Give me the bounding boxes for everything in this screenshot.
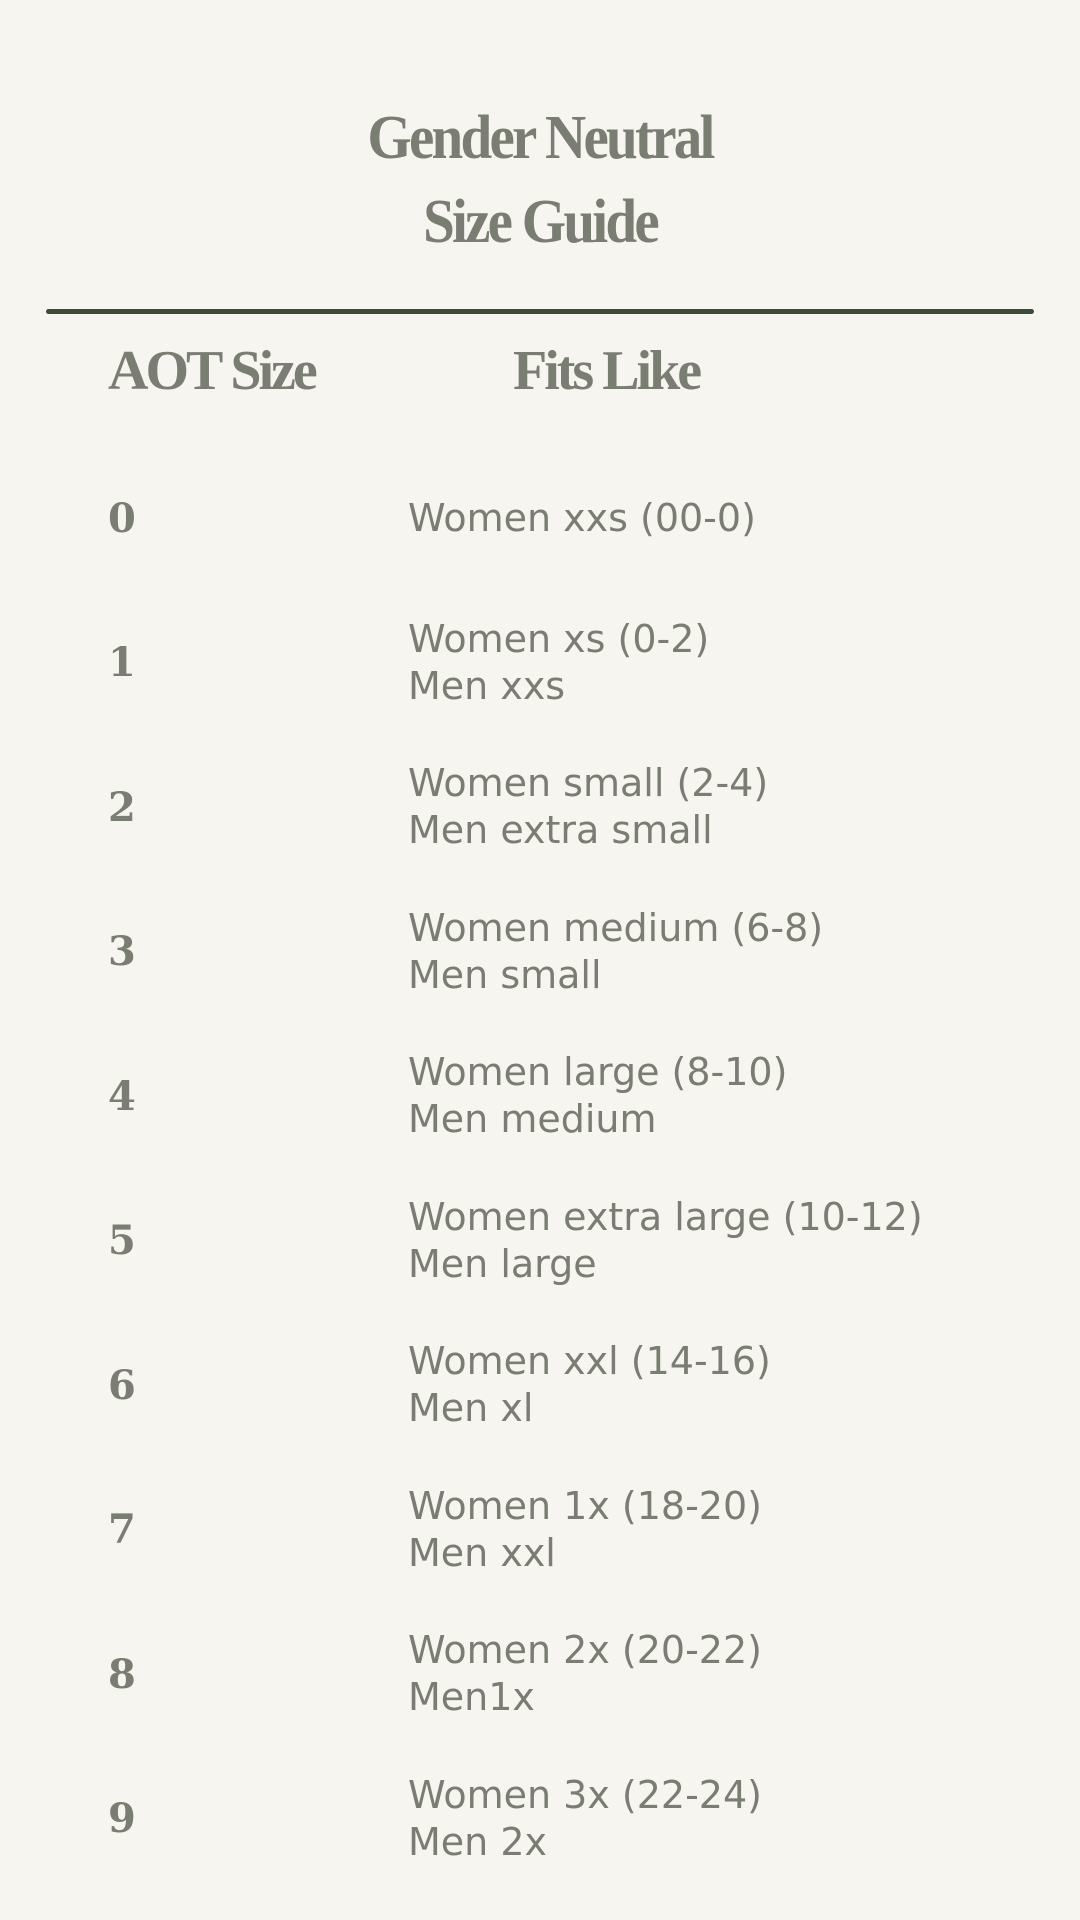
fits-like-line: Women xxl (14-16) <box>408 1339 771 1383</box>
table-row: 3 Women medium (6-8) Men small <box>0 892 1080 1012</box>
fits-like-value: Women medium (6-8) Men small <box>408 905 823 999</box>
aot-size-value: 1 <box>108 639 136 686</box>
fits-like-value: Women small (2-4) Men extra small <box>408 760 768 854</box>
fits-like-value: Women extra large (10-12) Men large <box>408 1194 923 1288</box>
fits-like-value: Women xxs (00-0) <box>408 495 756 542</box>
header-aot-size: AOT Size <box>108 340 318 402</box>
fits-like-line: Men xl <box>408 1386 534 1430</box>
title-line-2: Size Guide <box>423 188 660 256</box>
table-row: 5 Women extra large (10-12) Men large <box>0 1181 1080 1301</box>
title-line-1: Gender Neutral <box>367 104 715 172</box>
table-row: 9 Women 3x (22-24) Men 2x <box>0 1759 1080 1879</box>
table-row: 6 Women xxl (14-16) Men xl <box>0 1325 1080 1445</box>
fits-like-line: Men large <box>408 1241 597 1286</box>
divider <box>46 309 1034 314</box>
aot-size-value: 5 <box>108 1217 136 1264</box>
fits-like-line: Women 2x (20-22) <box>408 1628 762 1672</box>
aot-size-value: 0 <box>108 494 136 542</box>
header-fits-like: Fits Like <box>513 340 702 402</box>
table-row: 8 Women 2x (20-22) Men1x <box>0 1614 1080 1734</box>
aot-size-value: 9 <box>108 1795 136 1842</box>
fits-like-value: Women large (8-10) Men medium <box>408 1049 787 1143</box>
fits-like-line: Men medium <box>408 1097 657 1141</box>
fits-like-value: Women xxl (14-16) Men xl <box>408 1338 771 1432</box>
table-row: 2 Women small (2-4) Men extra small <box>0 747 1080 867</box>
fits-like-line: Men1x <box>408 1675 535 1719</box>
fits-like-line: Men extra small <box>408 808 713 852</box>
fits-like-line: Women xxs (00-0) <box>408 495 756 540</box>
aot-size-value: 3 <box>108 928 136 975</box>
fits-like-line: Women 3x (22-24) <box>408 1772 762 1817</box>
fits-like-line: Women medium (6-8) <box>408 905 824 950</box>
fits-like-line: Men 2x <box>408 1819 547 1864</box>
fits-like-line: Men small <box>408 952 602 997</box>
fits-like-line: Women extra large (10-12) <box>408 1194 923 1239</box>
aot-size-value: 8 <box>108 1650 136 1698</box>
aot-size-value: 4 <box>108 1072 136 1120</box>
table-row: 4 Women large (8-10) Men medium <box>0 1036 1080 1156</box>
fits-like-value: Women xs (0-2) Men xxs <box>408 616 709 710</box>
fits-like-value: Women 2x (20-22) Men1x <box>408 1627 762 1721</box>
fits-like-line: Men xxs <box>408 663 566 708</box>
fits-like-value: Women 1x (18-20) Men xxl <box>408 1483 762 1577</box>
fits-like-line: Women large (8-10) <box>408 1050 788 1094</box>
page-title: Gender Neutral Size Guide <box>0 96 1080 264</box>
fits-like-line: Women small (2-4) <box>408 761 769 805</box>
table-row: 0 Women xxs (00-0) <box>0 458 1080 578</box>
fits-like-value: Women 3x (22-24) Men 2x <box>408 1772 762 1866</box>
aot-size-value: 6 <box>108 1361 136 1409</box>
aot-size-value: 2 <box>108 783 136 831</box>
fits-like-line: Men xxl <box>408 1530 556 1575</box>
fits-like-line: Women 1x (18-20) <box>408 1483 762 1528</box>
fits-like-line: Women xs (0-2) <box>408 616 710 661</box>
table-row: 7 Women 1x (18-20) Men xxl <box>0 1470 1080 1590</box>
aot-size-value: 7 <box>108 1506 136 1553</box>
table-row: 1 Women xs (0-2) Men xxs <box>0 603 1080 723</box>
